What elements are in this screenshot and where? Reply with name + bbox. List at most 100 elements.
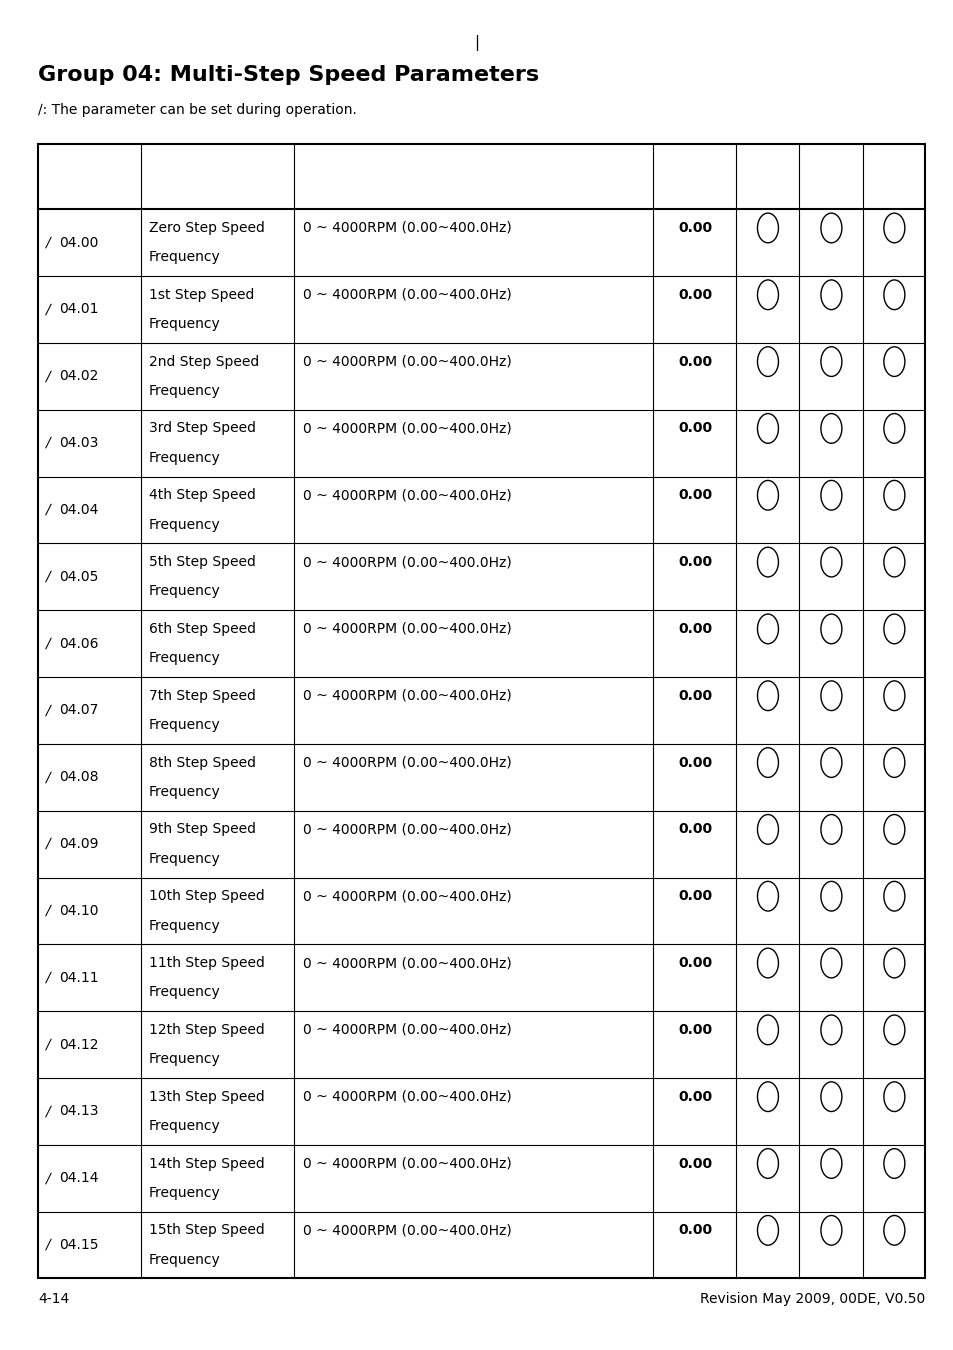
Text: Frequency: Frequency: [149, 383, 220, 398]
Text: 04.01: 04.01: [59, 302, 98, 316]
Text: Frequency: Frequency: [149, 1253, 220, 1266]
Text: ∕: ∕: [45, 971, 50, 984]
Text: |: |: [474, 35, 479, 51]
Text: ∕: ∕: [45, 837, 50, 850]
Text: ∕: ∕: [45, 1104, 50, 1118]
Text: 04.00: 04.00: [59, 236, 98, 250]
Text: Frequency: Frequency: [149, 1052, 220, 1066]
Bar: [38, 144, 924, 1278]
Text: 0 ~ 4000RPM (0.00~400.0Hz): 0 ~ 4000RPM (0.00~400.0Hz): [303, 1023, 512, 1037]
Text: 4-14: 4-14: [38, 1292, 70, 1305]
Text: Frequency: Frequency: [149, 1185, 220, 1200]
Text: 0.00: 0.00: [678, 622, 711, 636]
Text: 0 ~ 4000RPM (0.00~400.0Hz): 0 ~ 4000RPM (0.00~400.0Hz): [303, 688, 512, 703]
Text: 0 ~ 4000RPM (0.00~400.0Hz): 0 ~ 4000RPM (0.00~400.0Hz): [303, 221, 512, 235]
Text: ∕: ∕: [45, 504, 50, 517]
Text: 04.12: 04.12: [59, 1038, 98, 1052]
Text: 0 ~ 4000RPM (0.00~400.0Hz): 0 ~ 4000RPM (0.00~400.0Hz): [303, 822, 512, 837]
Text: Zero Step Speed: Zero Step Speed: [149, 221, 264, 235]
Text: Revision May 2009, 00DE, V0.50: Revision May 2009, 00DE, V0.50: [700, 1292, 924, 1305]
Text: ∕: ∕: [45, 236, 50, 250]
Text: 0.00: 0.00: [678, 1089, 711, 1104]
Text: 0.00: 0.00: [678, 421, 711, 436]
Text: 0.00: 0.00: [678, 890, 711, 903]
Text: 10th Step Speed: 10th Step Speed: [149, 890, 264, 903]
Text: 0.00: 0.00: [678, 756, 711, 770]
Text: 0 ~ 4000RPM (0.00~400.0Hz): 0 ~ 4000RPM (0.00~400.0Hz): [303, 421, 512, 436]
Text: ∕: ∕: [45, 436, 50, 450]
Text: ∕: ∕: [45, 904, 50, 918]
Text: ∕: ∕: [45, 302, 50, 316]
Text: 3rd Step Speed: 3rd Step Speed: [149, 421, 255, 436]
Text: 13th Step Speed: 13th Step Speed: [149, 1089, 264, 1104]
Text: 14th Step Speed: 14th Step Speed: [149, 1157, 264, 1170]
Text: ∕: ∕: [45, 570, 50, 583]
Text: Frequency: Frequency: [149, 718, 220, 732]
Text: 04.06: 04.06: [59, 637, 98, 651]
Text: 04.07: 04.07: [59, 703, 98, 717]
Text: 0.00: 0.00: [678, 1157, 711, 1170]
Text: ∕: ∕: [45, 370, 50, 383]
Text: 2nd Step Speed: 2nd Step Speed: [149, 355, 259, 369]
Text: Frequency: Frequency: [149, 317, 220, 331]
Text: Frequency: Frequency: [149, 451, 220, 464]
Text: 1st Step Speed: 1st Step Speed: [149, 288, 253, 302]
Text: 0 ~ 4000RPM (0.00~400.0Hz): 0 ~ 4000RPM (0.00~400.0Hz): [303, 756, 512, 770]
Text: 04.02: 04.02: [59, 370, 98, 383]
Text: 0.00: 0.00: [678, 555, 711, 570]
Text: 0 ~ 4000RPM (0.00~400.0Hz): 0 ~ 4000RPM (0.00~400.0Hz): [303, 489, 512, 502]
Text: Frequency: Frequency: [149, 852, 220, 865]
Text: 0 ~ 4000RPM (0.00~400.0Hz): 0 ~ 4000RPM (0.00~400.0Hz): [303, 890, 512, 903]
Text: Frequency: Frequency: [149, 651, 220, 666]
Text: Frequency: Frequency: [149, 784, 220, 799]
Text: 04.08: 04.08: [59, 771, 98, 784]
Text: 8th Step Speed: 8th Step Speed: [149, 756, 255, 770]
Text: Frequency: Frequency: [149, 1119, 220, 1133]
Text: 0 ~ 4000RPM (0.00~400.0Hz): 0 ~ 4000RPM (0.00~400.0Hz): [303, 622, 512, 636]
Text: 0.00: 0.00: [678, 288, 711, 302]
Text: Frequency: Frequency: [149, 585, 220, 598]
Text: Frequency: Frequency: [149, 250, 220, 265]
Text: 11th Step Speed: 11th Step Speed: [149, 956, 264, 971]
Text: 0 ~ 4000RPM (0.00~400.0Hz): 0 ~ 4000RPM (0.00~400.0Hz): [303, 355, 512, 369]
Text: 12th Step Speed: 12th Step Speed: [149, 1023, 264, 1037]
Text: 04.09: 04.09: [59, 837, 98, 850]
Text: ∕: ∕: [45, 1172, 50, 1185]
Text: Group 04: Multi-Step Speed Parameters: Group 04: Multi-Step Speed Parameters: [38, 65, 538, 85]
Text: 0.00: 0.00: [678, 355, 711, 369]
Text: 0.00: 0.00: [678, 489, 711, 502]
Text: ∕: ∕: [45, 1238, 50, 1251]
Text: 0.00: 0.00: [678, 822, 711, 837]
Text: ∕: ∕: [45, 703, 50, 717]
Text: 04.03: 04.03: [59, 436, 98, 450]
Text: 04.11: 04.11: [59, 971, 99, 984]
Text: 0 ~ 4000RPM (0.00~400.0Hz): 0 ~ 4000RPM (0.00~400.0Hz): [303, 555, 512, 570]
Text: 15th Step Speed: 15th Step Speed: [149, 1223, 264, 1238]
Text: 0.00: 0.00: [678, 1023, 711, 1037]
Text: 0 ~ 4000RPM (0.00~400.0Hz): 0 ~ 4000RPM (0.00~400.0Hz): [303, 1089, 512, 1104]
Text: 0.00: 0.00: [678, 221, 711, 235]
Text: 0 ~ 4000RPM (0.00~400.0Hz): 0 ~ 4000RPM (0.00~400.0Hz): [303, 1223, 512, 1238]
Text: 0.00: 0.00: [678, 1223, 711, 1238]
Text: 0.00: 0.00: [678, 956, 711, 971]
Text: 04.04: 04.04: [59, 504, 98, 517]
Text: ∕: The parameter can be set during operation.: ∕: The parameter can be set during opera…: [38, 103, 356, 116]
Text: 0 ~ 4000RPM (0.00~400.0Hz): 0 ~ 4000RPM (0.00~400.0Hz): [303, 956, 512, 971]
Text: Frequency: Frequency: [149, 918, 220, 933]
Text: 0.00: 0.00: [678, 688, 711, 703]
Text: 04.14: 04.14: [59, 1172, 98, 1185]
Text: 6th Step Speed: 6th Step Speed: [149, 622, 255, 636]
Text: 4th Step Speed: 4th Step Speed: [149, 489, 255, 502]
Text: 5th Step Speed: 5th Step Speed: [149, 555, 255, 570]
Text: 04.13: 04.13: [59, 1104, 98, 1118]
Text: Frequency: Frequency: [149, 517, 220, 532]
Text: 7th Step Speed: 7th Step Speed: [149, 688, 255, 703]
Text: Frequency: Frequency: [149, 986, 220, 999]
Text: 0 ~ 4000RPM (0.00~400.0Hz): 0 ~ 4000RPM (0.00~400.0Hz): [303, 288, 512, 302]
Text: 04.05: 04.05: [59, 570, 98, 583]
Text: ∕: ∕: [45, 1038, 50, 1052]
Text: 04.10: 04.10: [59, 904, 98, 918]
Text: 0 ~ 4000RPM (0.00~400.0Hz): 0 ~ 4000RPM (0.00~400.0Hz): [303, 1157, 512, 1170]
Text: ∕: ∕: [45, 771, 50, 784]
Text: 9th Step Speed: 9th Step Speed: [149, 822, 255, 837]
